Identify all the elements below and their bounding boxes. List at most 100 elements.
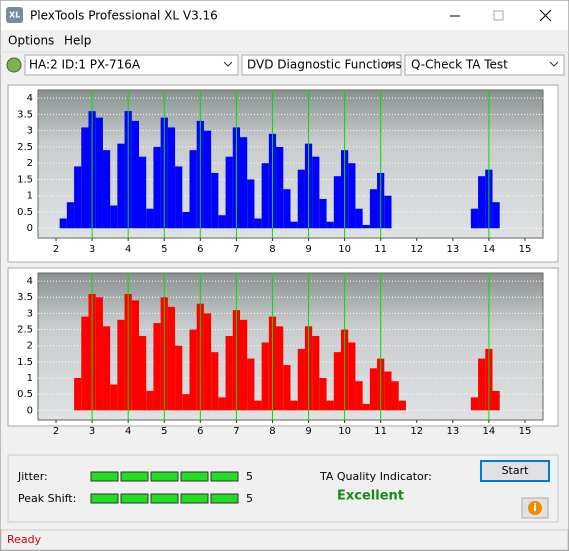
histogram-bar [312, 336, 320, 411]
y-tick-label: 2 [27, 341, 33, 352]
maximize-button[interactable] [493, 10, 504, 21]
x-tick-label: 14 [483, 426, 496, 437]
histogram-bar [95, 297, 103, 411]
histogram-bar [102, 326, 111, 411]
y-tick-label: 2.5 [17, 325, 33, 336]
y-tick-label: 2 [27, 158, 33, 169]
x-tick-label: 15 [519, 244, 532, 255]
y-tick-label: 3 [27, 308, 33, 319]
histogram-bar [247, 358, 255, 411]
histogram-bar [261, 163, 269, 229]
level-block [210, 493, 239, 504]
histogram-bar [81, 316, 89, 411]
histogram-bar [218, 397, 226, 411]
menu-item[interactable]: Help [64, 34, 91, 48]
histogram-bar [355, 208, 363, 229]
level-block [90, 493, 119, 504]
level-block [180, 471, 209, 482]
y-tick-label: 2.5 [17, 142, 33, 153]
histogram-bar [276, 146, 284, 229]
histogram-bar [290, 221, 298, 229]
histogram-bar [167, 127, 176, 229]
x-tick-label: 3 [89, 426, 95, 437]
level-block [120, 471, 149, 482]
level-block [150, 493, 179, 504]
x-tick-label: 5 [161, 244, 167, 255]
histogram-bar [297, 169, 305, 229]
histogram-bar [153, 146, 161, 229]
peak-shift-value: 5 [246, 492, 253, 505]
histogram-bar [203, 313, 212, 411]
histogram-bar [102, 150, 111, 229]
info-icon-glyph: i [533, 501, 537, 514]
histogram-bar [312, 156, 320, 229]
x-tick-label: 15 [519, 426, 532, 437]
menu-item[interactable]: Options [8, 34, 54, 48]
level-block [120, 493, 149, 504]
y-tick-label: 1 [27, 373, 33, 384]
x-tick-label: 9 [305, 244, 311, 255]
function-text: DVD Diagnostic Functions [247, 58, 402, 72]
status-bar [0, 529, 569, 551]
histogram-bar [384, 195, 392, 229]
jitter-label: Jitter: [17, 470, 48, 483]
x-tick-label: 10 [338, 426, 351, 437]
y-tick-label: 1.5 [17, 174, 33, 185]
histogram-bar [81, 127, 89, 229]
x-tick-label: 10 [338, 244, 351, 255]
test-select[interactable] [404, 54, 565, 76]
y-tick-label: 4 [27, 93, 33, 104]
histogram-bar [348, 163, 356, 229]
histogram-bar [110, 384, 118, 411]
x-tick-label: 2 [53, 244, 59, 255]
y-tick-label: 3.5 [17, 292, 33, 303]
histogram-bar [384, 371, 392, 411]
histogram-bar [139, 156, 147, 229]
histogram-bar [391, 381, 399, 411]
histogram-bar [218, 215, 226, 229]
histogram-bar [297, 348, 305, 411]
histogram-bar [139, 336, 147, 411]
x-tick-label: 13 [446, 244, 459, 255]
histogram-bar [203, 130, 212, 229]
drive-select[interactable] [24, 54, 239, 76]
histogram-bar [326, 400, 334, 411]
histogram-bar [131, 120, 139, 229]
x-tick-label: 7 [233, 426, 239, 437]
histogram-bar [348, 342, 356, 411]
histogram-bar [66, 202, 75, 229]
level-block [150, 471, 179, 482]
function-select[interactable] [241, 54, 402, 76]
app-icon-text: XL [9, 11, 20, 20]
histogram-bar [59, 218, 67, 229]
histogram-bar [175, 345, 183, 411]
x-tick-label: 7 [233, 244, 239, 255]
start-button-text: Start [502, 464, 530, 477]
histogram-bar [146, 390, 154, 411]
drive-text: HA:2 ID:1 PX-716A [29, 58, 141, 72]
test-text: Q-Check TA Test [411, 58, 508, 72]
y-tick-label: 1 [27, 191, 33, 202]
histogram-bar [283, 189, 291, 229]
y-tick-label: 1.5 [17, 357, 33, 368]
histogram-bar [369, 368, 378, 411]
histogram-bar [110, 205, 118, 229]
histogram-bar [175, 166, 183, 229]
histogram-bar [319, 198, 327, 229]
histogram-bar [182, 394, 190, 411]
histogram-bar [189, 329, 197, 411]
x-tick-label: 9 [305, 426, 311, 437]
histogram-bar [333, 176, 341, 229]
dropdown-arrow [549, 61, 559, 67]
jitter-value: 5 [246, 470, 253, 483]
histogram-bar [182, 211, 190, 229]
close-button[interactable] [539, 9, 552, 22]
x-tick-label: 8 [269, 244, 275, 255]
drive-icon [6, 57, 22, 73]
x-tick-label: 11 [374, 426, 387, 437]
level-block [210, 471, 239, 482]
start-button[interactable] [480, 460, 550, 482]
x-tick-label: 11 [374, 244, 387, 255]
x-tick-label: 2 [53, 426, 59, 437]
